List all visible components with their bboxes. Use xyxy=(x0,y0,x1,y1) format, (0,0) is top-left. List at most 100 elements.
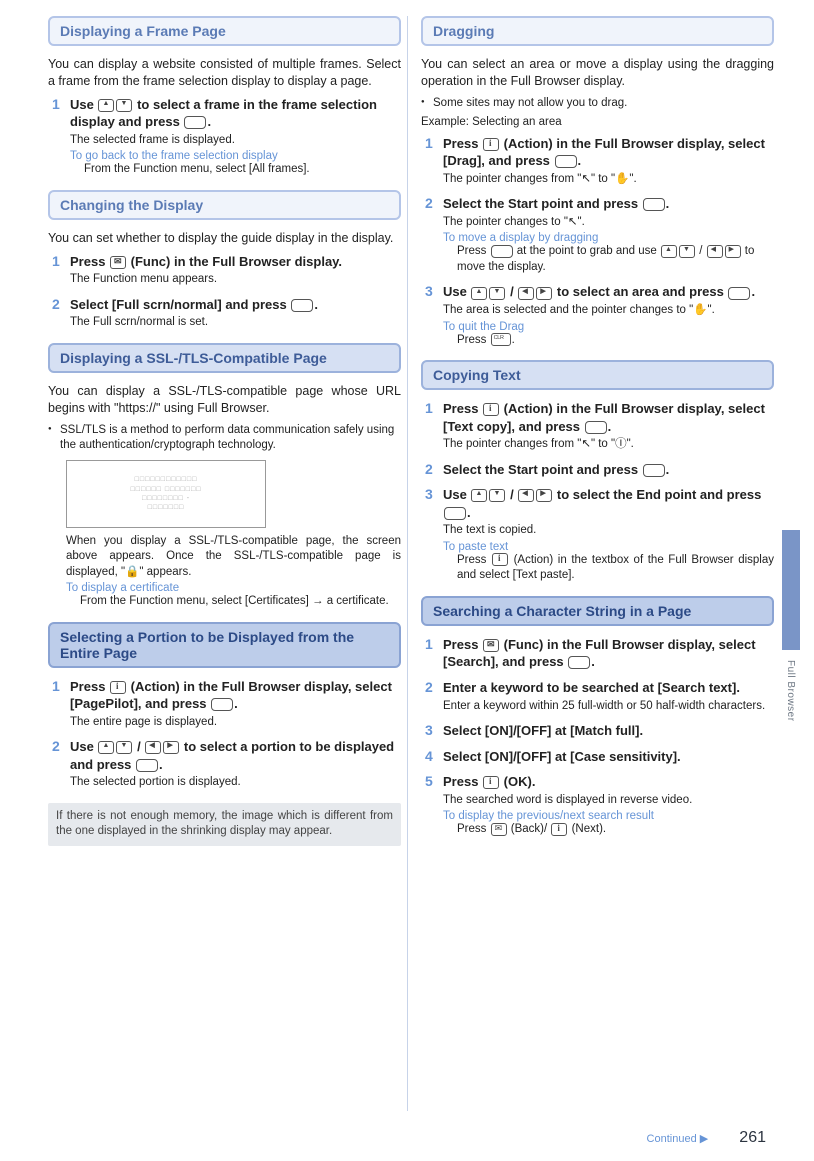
portion-step-1: 1 Press (Action) in the Full Browser dis… xyxy=(52,678,401,731)
right-column: Dragging You can select an area or move … xyxy=(421,16,774,850)
step-sub: The pointer changes from "↖" to "✋". xyxy=(443,172,774,188)
step-sub: The entire page is displayed. xyxy=(70,715,401,731)
down-key-icon xyxy=(116,741,132,754)
change-step-1: 1 Press (Func) in the Full Browser displ… xyxy=(52,253,401,288)
blue-sub-text: / xyxy=(696,245,706,257)
step-text: Use xyxy=(443,284,470,299)
enter-key-icon xyxy=(555,155,577,168)
step-text: . xyxy=(751,284,755,299)
i-key-icon xyxy=(483,138,499,151)
blue-sub-text: Press xyxy=(457,245,490,257)
drag-step-1: 1 Press (Action) in the Full Browser dis… xyxy=(425,135,774,188)
copy-step-3: 3 Use / to select the End point and pres… xyxy=(425,486,774,584)
step-text: Select the Start point and press xyxy=(443,196,642,211)
step-text: Use xyxy=(70,739,97,754)
side-tab xyxy=(782,530,800,650)
down-key-icon xyxy=(679,245,695,258)
step-text: Press xyxy=(70,679,109,694)
column-divider xyxy=(407,16,408,1111)
down-key-icon xyxy=(489,287,505,300)
step-text: Select [ON]/[OFF] at [Case sensitivity]. xyxy=(443,748,774,766)
step-sub: The searched word is displayed in revers… xyxy=(443,793,774,809)
right-key-icon xyxy=(163,741,179,754)
enter-key-icon xyxy=(291,299,313,312)
i-key-icon xyxy=(110,681,126,694)
blue-sub-text: Press xyxy=(457,823,490,835)
up-key-icon xyxy=(98,741,114,754)
page-number: 261 xyxy=(739,1129,766,1146)
step-text: (OK). xyxy=(500,774,535,789)
step-sub: The pointer changes to "↖". xyxy=(443,215,774,231)
step-text: Select [Full scrn/normal] and press xyxy=(70,297,290,312)
blue-sub-text: Press xyxy=(457,334,490,346)
enter-key-icon xyxy=(491,245,513,258)
step-text: . xyxy=(234,696,238,711)
step-number: 1 xyxy=(52,678,60,694)
footer: Continued ▶ 261 xyxy=(647,1129,766,1147)
up-key-icon xyxy=(471,489,487,502)
enter-key-icon xyxy=(643,198,665,211)
left-key-icon xyxy=(145,741,161,754)
enter-key-icon xyxy=(444,507,466,520)
side-tab-label: Full Browser xyxy=(785,660,796,722)
portion-step-2: 2 Use / to select a portion to be displa… xyxy=(52,738,401,791)
down-key-icon xyxy=(116,99,132,112)
right-key-icon xyxy=(536,489,552,502)
ssl-blue: To display a certificate xyxy=(66,582,401,594)
step-blue: To go back to the frame selection displa… xyxy=(70,150,401,162)
step-text: Press xyxy=(443,774,482,789)
step-text: Select the Start point and press xyxy=(443,462,642,477)
right-key-icon xyxy=(725,245,741,258)
enter-key-icon xyxy=(728,287,750,300)
step-text: . xyxy=(608,419,612,434)
step-sub: Enter a keyword within 25 full-width or … xyxy=(443,699,774,715)
change-step-2: 2 Select [Full scrn/normal] and press . … xyxy=(52,296,401,331)
blue-sub-text: Press xyxy=(457,554,491,566)
up-key-icon xyxy=(661,245,677,258)
step-text: / xyxy=(506,487,517,502)
drag-bullet: Some sites may not allow you to drag. xyxy=(421,96,774,112)
drag-step-3: 3 Use / to select an area and press . Th… xyxy=(425,283,774,348)
search-step-5: 5 Press (OK). The searched word is displ… xyxy=(425,773,774,838)
ssl-box-text: □□□□□□□□□□□□ □□□□□□ □□□□□□□ □□□□□□□□ - □… xyxy=(127,471,206,515)
step-number: 2 xyxy=(52,738,60,754)
step-text: . xyxy=(207,114,211,129)
section-title-drag: Dragging xyxy=(421,16,774,46)
enter-key-icon xyxy=(211,698,233,711)
ssl-intro: You can display a SSL-/TLS-compatible pa… xyxy=(48,383,401,417)
step-text: Press xyxy=(443,637,482,652)
step-number: 1 xyxy=(52,253,60,269)
blue-sub-text: (Back)/ xyxy=(508,823,551,835)
left-column: Displaying a Frame Page You can display … xyxy=(48,16,401,850)
step-text: Use xyxy=(70,97,97,112)
ssl-blue-sub: From the Function menu, select [Certific… xyxy=(80,594,401,610)
step-text: . xyxy=(666,462,670,477)
search-step-4: 4 Select [ON]/[OFF] at [Case sensitivity… xyxy=(425,748,774,766)
step-text: Use xyxy=(443,487,470,502)
frame-step-1: 1 Use to select a frame in the frame sel… xyxy=(52,96,401,178)
step-sub: The selected frame is displayed. xyxy=(70,133,401,149)
section-title-copy: Copying Text xyxy=(421,360,774,390)
step-number: 5 xyxy=(425,773,433,789)
left-key-icon xyxy=(518,489,534,502)
up-key-icon xyxy=(98,99,114,112)
i-key-icon xyxy=(492,553,508,566)
clr-key-icon xyxy=(491,333,511,346)
step-text: . xyxy=(666,196,670,211)
step-number: 1 xyxy=(425,135,433,151)
step-text: . xyxy=(591,654,595,669)
step-text: Press xyxy=(443,401,482,416)
step-sub: The pointer changes from "↖" to "Ⓘ". xyxy=(443,437,774,453)
step-blue-sub: From the Function menu, select [All fram… xyxy=(84,162,401,178)
blue-sub-text: at the point to grab and use xyxy=(514,245,660,257)
step-number: 3 xyxy=(425,486,433,502)
ssl-bullet: SSL/TLS is a method to perform data comm… xyxy=(48,423,401,454)
enter-key-icon xyxy=(585,421,607,434)
continued-label: Continued xyxy=(647,1133,697,1145)
i-key-icon xyxy=(551,823,567,836)
left-key-icon xyxy=(707,245,723,258)
blue-sub-text: (Next). xyxy=(568,823,606,835)
step-text: Select [ON]/[OFF] at [Match full]. xyxy=(443,722,774,740)
step-text: . xyxy=(578,153,582,168)
up-key-icon xyxy=(471,287,487,300)
